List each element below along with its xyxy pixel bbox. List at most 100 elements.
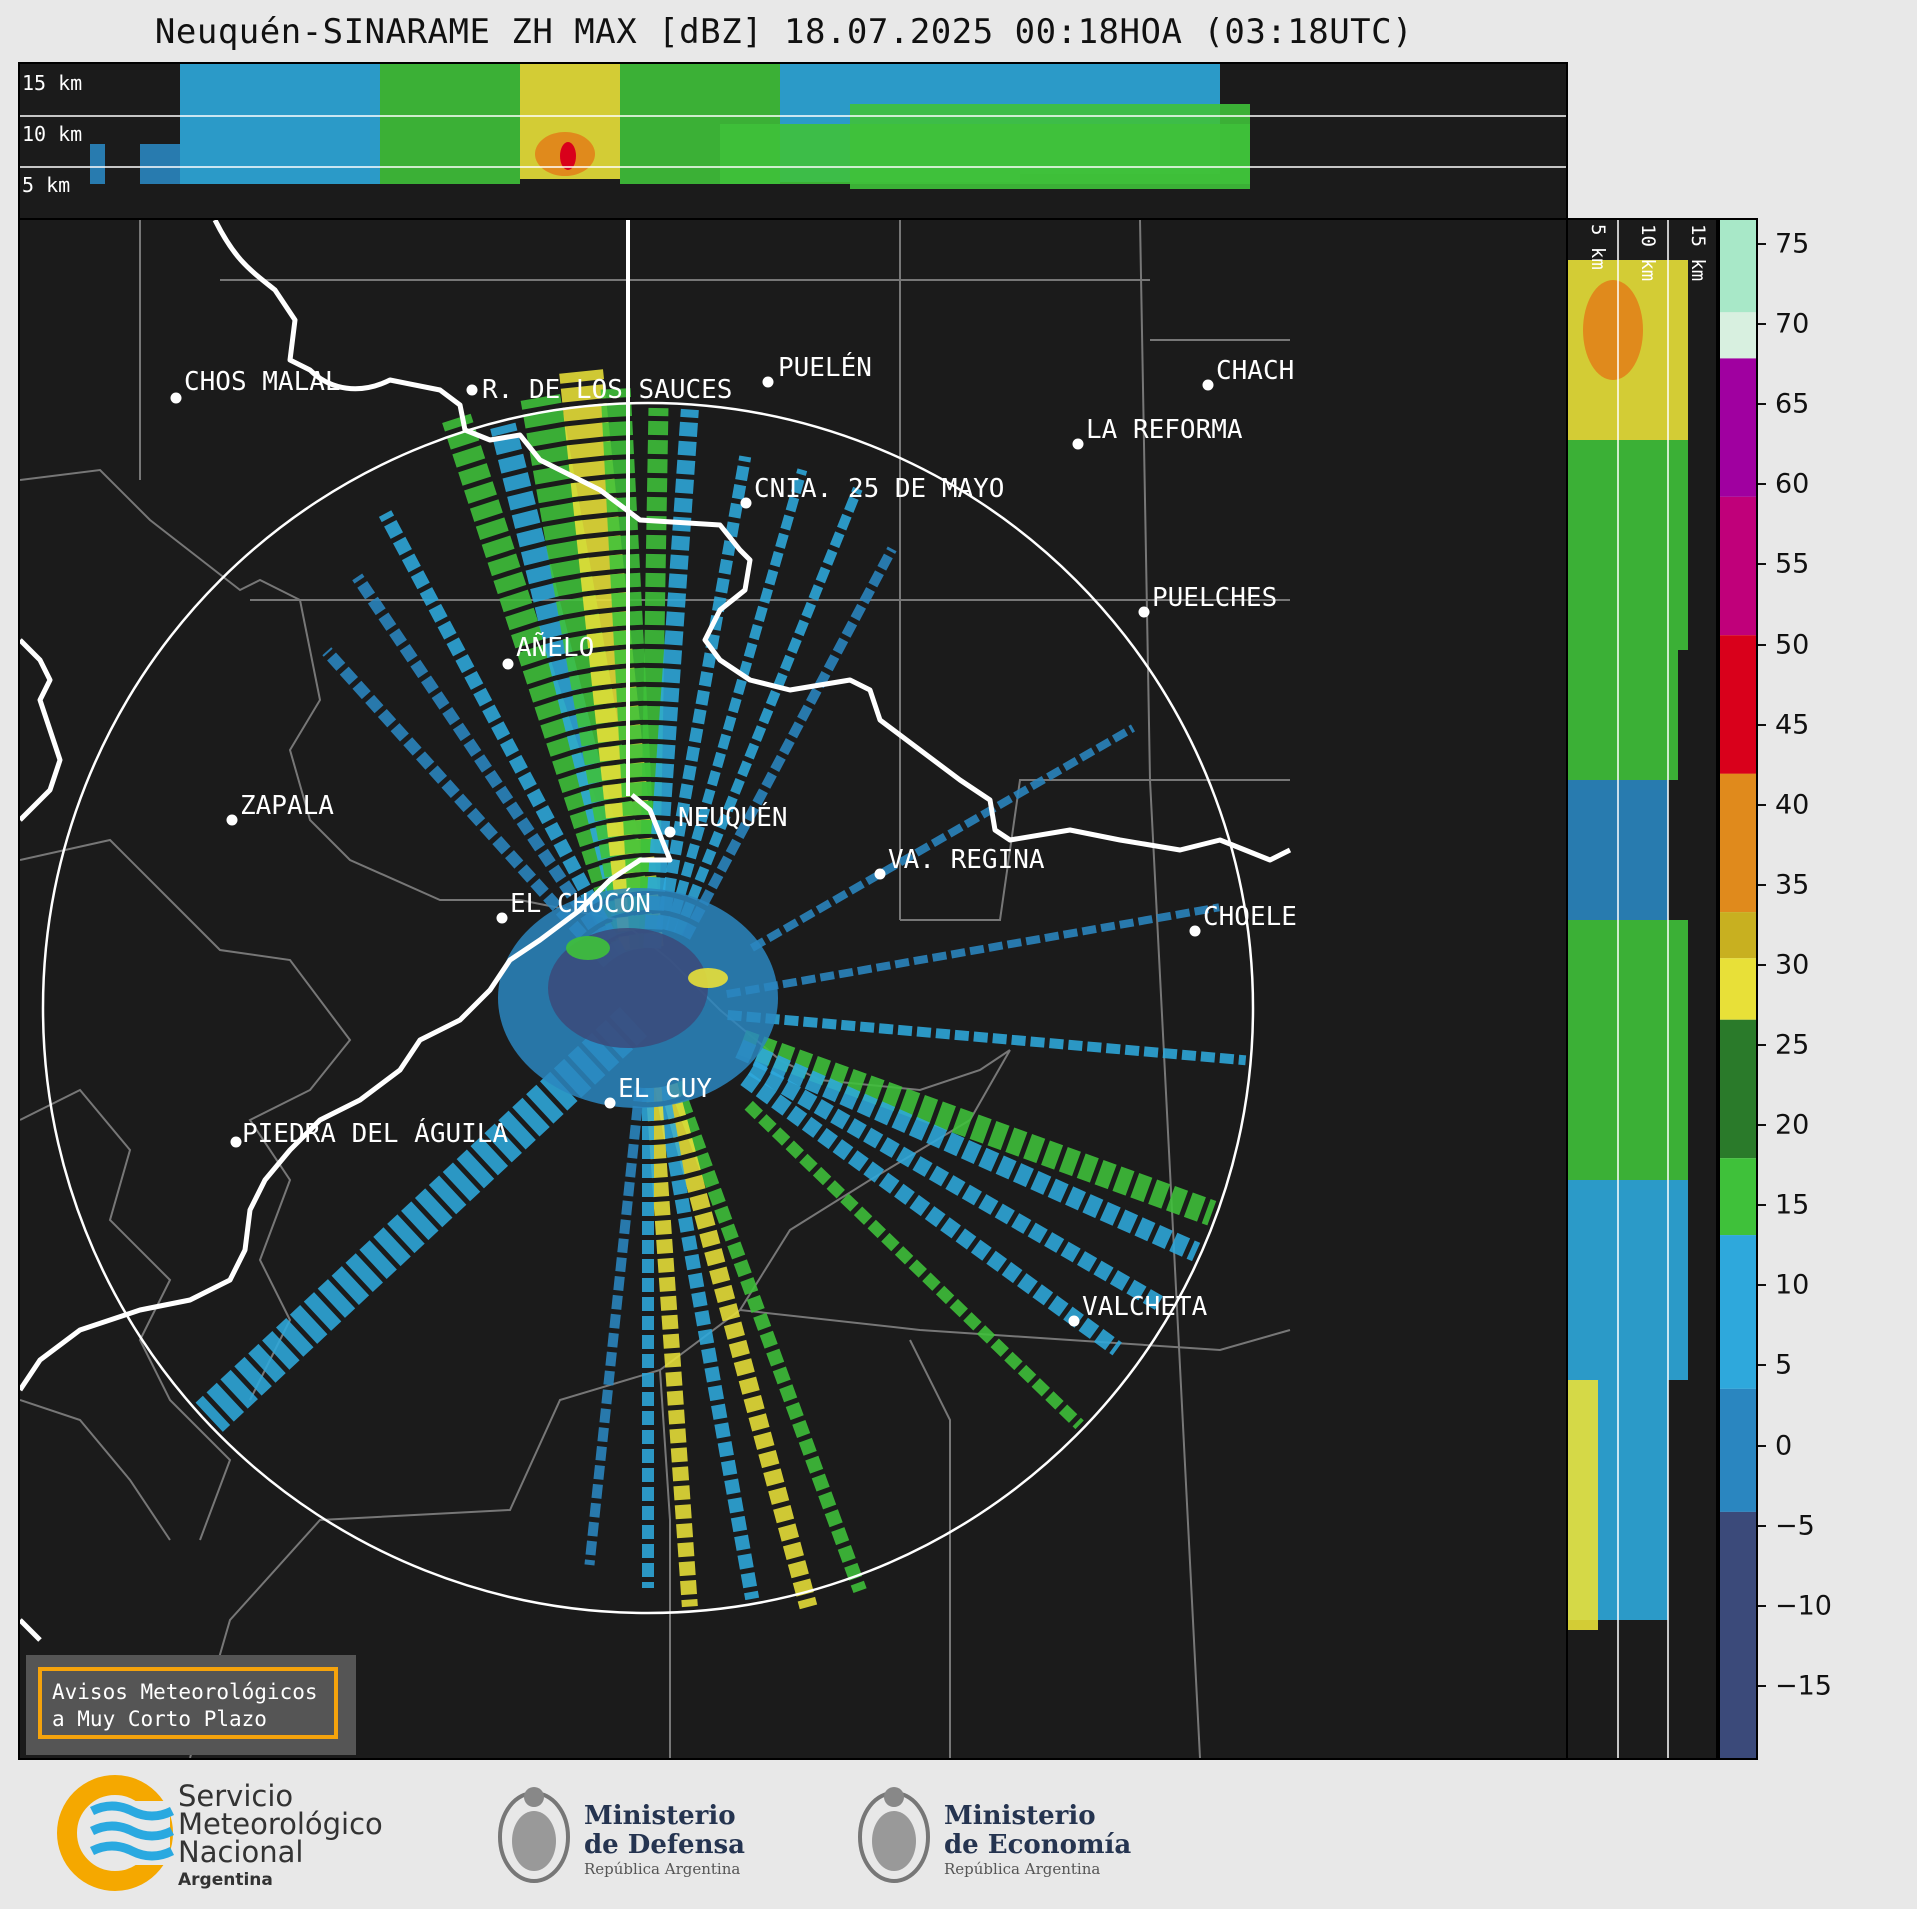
city-dot	[664, 826, 676, 838]
colorbar-tick-mark	[1758, 483, 1766, 486]
top-echo-block	[850, 104, 1250, 189]
colorbar-tick-label: 50	[1775, 629, 1810, 661]
top-echo-core	[560, 142, 576, 170]
footer-logos	[0, 1765, 1917, 1909]
echo-ray	[747, 1061, 1163, 1310]
colorbar-tick-label: −10	[1775, 1590, 1832, 1622]
city-label: CHOS MALAL	[184, 367, 341, 397]
echo-ray	[740, 1072, 1122, 1356]
rivers	[20, 220, 1292, 1642]
defensa-line-3: República Argentina	[584, 1860, 741, 1878]
colorbar-tick-label: 65	[1775, 388, 1810, 420]
right-echo-block	[1568, 920, 1688, 1180]
city-dot	[1072, 438, 1084, 450]
city-label: CNIA. 25 DE MAYO	[754, 474, 1004, 504]
city-label: PUELCHES	[1152, 583, 1277, 613]
city-label: AÑELO	[516, 631, 594, 663]
echo-ray	[727, 1009, 1247, 1066]
city-label: LA REFORMA	[1086, 415, 1243, 445]
city-label: EL CUY	[618, 1074, 712, 1104]
smn-logo-icon	[57, 1775, 175, 1891]
smn-line-3: Nacional	[178, 1835, 304, 1869]
colorbar-segment	[1720, 496, 1756, 636]
city-dot	[466, 384, 478, 396]
echo-ray	[673, 486, 863, 936]
echo-ray	[645, 1087, 698, 1608]
footer-graphics	[57, 1775, 930, 1891]
defensa-line-1: Ministerio	[584, 1801, 736, 1831]
colorbar-tick-mark	[1758, 1124, 1766, 1127]
colorbar-tick-label: −5	[1775, 1510, 1815, 1542]
province-borders	[20, 220, 1291, 1758]
colorbar-tick-mark	[1758, 723, 1766, 726]
right-cross-section-image: 5 km 10 km 15 km	[1568, 220, 1709, 1758]
city-dot	[496, 912, 508, 924]
right-echo-block	[1568, 1380, 1598, 1630]
right-echo-block	[1568, 650, 1678, 780]
defensa-logo-text: Ministerio de Defensa República Argentin…	[584, 1801, 745, 1879]
echo-ray	[726, 903, 1220, 999]
echo-ray	[442, 413, 644, 956]
economia-line-2: de Economía	[944, 1830, 1132, 1860]
radar-map-panel: CHOS MALAL R. DE LOS SAUCES PUELÉN CHACH LA …	[18, 218, 1568, 1760]
colorbar-tick-mark	[1758, 323, 1766, 326]
economia-line-3: República Argentina	[944, 1860, 1101, 1878]
echo-ray	[749, 724, 1135, 952]
warning-label[interactable]: Avisos Meteorológicos a Muy Corto Plazo	[38, 1667, 338, 1739]
colorbar-tick-label: 45	[1775, 709, 1810, 741]
city-markers: CHOS MALAL R. DE LOS SAUCES PUELÉN CHACH LA …	[170, 351, 1297, 1327]
smn-logo-text: Servicio Meteorológico Nacional Argentin…	[178, 1782, 383, 1894]
page-title: Neuquén-SINARAME ZH MAX [dBZ] 18.07.2025…	[154, 12, 1414, 52]
colorbar-tick-mark	[1758, 1364, 1766, 1367]
colorbar-tick-label: 60	[1775, 468, 1810, 500]
colorbar-tick-label: 55	[1775, 548, 1810, 580]
top-echo-block	[380, 64, 520, 184]
city-label: CHOELE	[1203, 902, 1297, 932]
colorbar-tick-label: 70	[1775, 308, 1810, 340]
reflectivity-colorbar	[1718, 218, 1758, 1760]
colorbar-tick-label: 75	[1775, 228, 1810, 260]
colorbar-tick-mark	[1758, 1604, 1766, 1607]
colorbar-tick-label: 20	[1775, 1109, 1810, 1141]
colorbar-tick-mark	[1758, 243, 1766, 246]
right-height-label-15: 15 km	[1687, 224, 1709, 281]
colorbar-tick-mark	[1758, 803, 1766, 806]
city-dot	[740, 497, 752, 509]
right-echo-block	[1568, 1180, 1688, 1380]
colorbar-gradient	[1720, 220, 1756, 1758]
city-dot	[1068, 1315, 1080, 1327]
colorbar-tick-mark	[1758, 1524, 1766, 1527]
echo-ray	[735, 1039, 1201, 1262]
echo-ray	[654, 1085, 760, 1601]
warning-line-2: a Muy Corto Plazo	[52, 1707, 267, 1731]
echo-ray	[665, 468, 808, 933]
central-echo-cell	[688, 968, 728, 988]
city-label: VALCHETA	[1082, 1292, 1208, 1322]
echo-ray	[520, 393, 658, 953]
top-echo-block	[180, 64, 380, 184]
city-dot	[762, 376, 774, 388]
top-echo-block	[140, 144, 180, 184]
echo-ray	[737, 1029, 1217, 1226]
defensa-line-2: de Defensa	[584, 1830, 745, 1860]
economia-seal-icon	[858, 1787, 930, 1883]
city-label: ZAPALA	[240, 791, 334, 821]
city-label: R. DE LOS SAUCES	[482, 375, 732, 405]
warning-box[interactable]: Avisos Meteorológicos a Muy Corto Plazo	[26, 1655, 356, 1755]
top-cross-section-image: 15 km 10 km 5 km	[20, 64, 1566, 218]
radar-map: CHOS MALAL R. DE LOS SAUCES PUELÉN CHACH LA …	[20, 220, 1297, 1758]
colorbar-tick-mark	[1758, 1044, 1766, 1047]
warning-line-1: Avisos Meteorológicos	[52, 1680, 318, 1704]
city-dot	[502, 658, 514, 670]
colorbar-segment	[1720, 958, 1756, 1020]
city-dot	[1138, 606, 1150, 618]
top-echo-block	[90, 144, 105, 184]
city-dot	[170, 392, 182, 404]
colorbar-tick-mark	[1758, 1284, 1766, 1287]
central-echo-cell	[566, 936, 610, 960]
colorbar-tick-label: 5	[1775, 1349, 1793, 1381]
colorbar-tick-mark	[1758, 563, 1766, 566]
colorbar-segment	[1720, 358, 1756, 497]
colorbar-tick-label: 40	[1775, 789, 1810, 821]
echo-ray	[584, 1087, 645, 1566]
